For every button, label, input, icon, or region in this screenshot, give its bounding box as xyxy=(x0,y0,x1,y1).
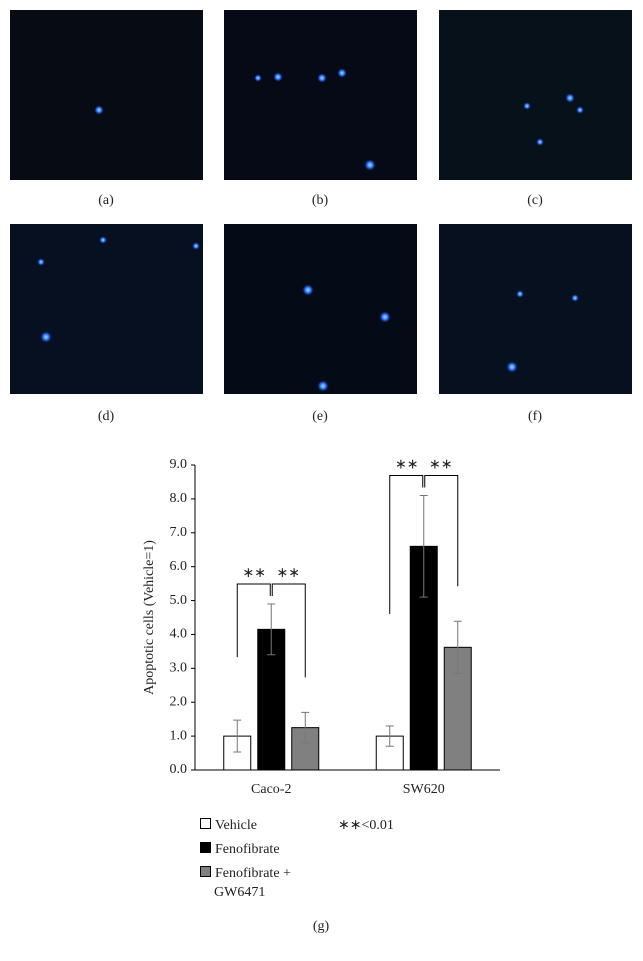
error-bar xyxy=(301,711,310,744)
panel-label: (c) xyxy=(527,193,543,208)
panel-label: (b) xyxy=(312,193,329,208)
micrographs xyxy=(10,10,632,394)
error-bar xyxy=(267,603,276,656)
legend-swatch xyxy=(200,842,211,853)
legend-item: Vehicle xyxy=(200,816,304,835)
significance-label: ∗∗ xyxy=(277,566,300,581)
y-tick-label: 5.0 xyxy=(170,593,188,608)
y-tick-label: 0.0 xyxy=(170,762,188,777)
y-tick-label: 2.0 xyxy=(170,694,188,709)
y-tick-label: 3.0 xyxy=(170,661,188,676)
bar xyxy=(375,735,404,771)
y-tick-label: 4.0 xyxy=(170,627,188,642)
micrograph xyxy=(10,10,203,180)
bracket xyxy=(389,475,424,614)
panel-label: (f) xyxy=(528,409,542,424)
error-bar xyxy=(385,725,394,747)
error-bar xyxy=(233,719,242,753)
significance-label: ∗∗ xyxy=(429,458,452,473)
micrograph xyxy=(439,224,632,394)
bracket xyxy=(424,475,459,587)
y-tick-label: 6.0 xyxy=(170,559,188,574)
error-bar xyxy=(419,495,428,598)
bracket xyxy=(236,583,271,658)
legend-item: Fenofibrate xyxy=(200,840,304,859)
x-tick-label: SW620 xyxy=(403,782,445,797)
legend-label: Vehicle xyxy=(215,818,257,833)
micrograph xyxy=(224,10,417,180)
micrograph xyxy=(10,224,203,394)
micrograph xyxy=(224,224,417,394)
panel-label: (e) xyxy=(312,409,328,424)
error-bar xyxy=(453,620,462,674)
legend-item: Fenofibrate + GW6471 xyxy=(200,864,294,902)
panel-label: (a) xyxy=(98,193,114,208)
x-tick-label: Caco-2 xyxy=(251,782,291,797)
legend-swatch xyxy=(200,818,211,829)
panel-label: (d) xyxy=(98,409,115,424)
y-tick-label: 9.0 xyxy=(170,457,188,472)
legend-swatch xyxy=(200,866,211,877)
legend-label: Fenofibrate + GW6471 xyxy=(214,866,291,900)
significance-label: ∗∗ xyxy=(243,566,266,581)
y-tick-label: 1.0 xyxy=(170,728,188,743)
caption: (g) xyxy=(313,919,330,934)
bracket xyxy=(271,583,306,678)
y-axis-label: Apoptotic cells (Vehicle=1) xyxy=(142,540,157,695)
legend-label: Fenofibrate xyxy=(215,842,280,857)
y-tick-label: 8.0 xyxy=(170,491,188,506)
note: ∗∗<0.01 xyxy=(338,818,394,833)
micrograph xyxy=(439,10,632,180)
significance-label: ∗∗ xyxy=(395,458,418,473)
y-tick-label: 7.0 xyxy=(170,525,188,540)
